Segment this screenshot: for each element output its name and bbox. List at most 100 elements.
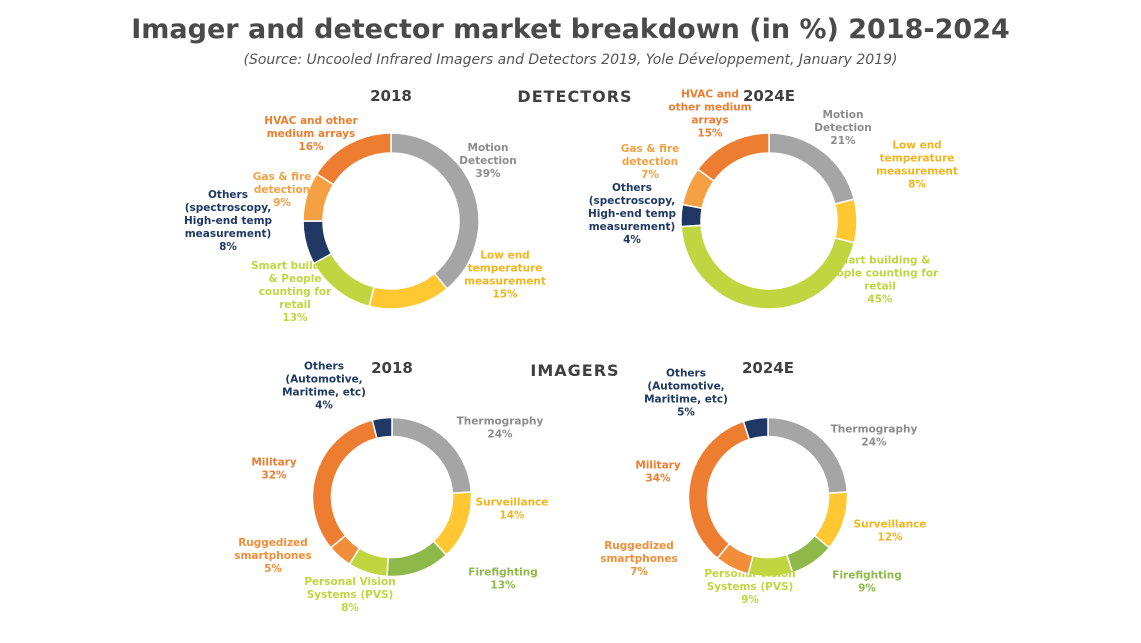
slice-label: Personal Vision Systems (PVS) 9%: [704, 568, 795, 606]
slice-label-line: High-end temp: [184, 215, 273, 227]
slice-label-line: Military: [635, 460, 681, 472]
slice-value: 8%: [908, 179, 926, 191]
donut-chart-detectors-2018: 2018 Motion Detection 39% Low end temperature…: [184, 87, 546, 324]
slice-label-line: counting for: [259, 286, 332, 298]
donut-slice: [696, 132, 770, 183]
slice-label-line: retail: [279, 299, 311, 311]
slice-label: Thermography 24%: [457, 416, 544, 441]
slice-value: 9%: [741, 594, 759, 606]
slice-label-line: measurement): [185, 228, 272, 240]
slice-label: HVAC and other medium arrays 15%: [668, 89, 751, 140]
slice-label: Motion Detection 21%: [814, 109, 872, 147]
donut-slice: [432, 491, 473, 557]
donut-slice: [742, 416, 769, 441]
donut-slice: [833, 198, 858, 244]
slice-value: 8%: [341, 602, 359, 614]
slice-label-line: (spectroscopy,: [185, 202, 272, 214]
slice-value: 13%: [490, 580, 516, 592]
slice-label: Ruggedized smartphones 5%: [234, 537, 312, 575]
slice-label-line: Thermography: [831, 424, 918, 436]
slice-label: Firefighting 13%: [468, 567, 537, 592]
slice-label: Low end temperature measurement 8%: [876, 140, 958, 191]
slice-label: Others (spectroscopy, High-end temp measure…: [184, 189, 273, 253]
slice-value: 14%: [499, 510, 525, 522]
slice-value: 12%: [877, 532, 903, 544]
slice-label-line: Detection: [814, 122, 872, 134]
slice-label: Military 32%: [251, 457, 297, 482]
donut-slice: [391, 416, 473, 494]
slice-label-line: Firefighting: [468, 567, 537, 579]
slice-label: Thermography 24%: [831, 424, 918, 449]
slice-value: 7%: [630, 566, 648, 578]
slice-label-line: High-end temp: [588, 208, 677, 220]
slice-label-line: HVAC and other: [264, 115, 358, 127]
slice-label-line: detection: [254, 184, 310, 196]
slice-label: Surveillance 14%: [476, 497, 549, 522]
slice-label-line: Gas & fire: [621, 143, 680, 155]
slice-label: Ruggedized smartphones 7%: [600, 540, 678, 578]
slice-label-line: temperature: [468, 263, 543, 275]
slice-label-line: Others: [666, 368, 706, 380]
slice-label: Military 34%: [635, 460, 681, 485]
slice-label-line: HVAC and: [681, 89, 739, 101]
chart-title: Imager and detector market breakdown (in…: [131, 14, 1010, 45]
slice-label: Firefighting 9%: [832, 570, 901, 595]
donut-slice: [311, 419, 378, 549]
slice-value: 24%: [487, 429, 513, 441]
slice-label-line: detection: [622, 156, 678, 168]
slice-label-line: medium arrays: [267, 128, 356, 140]
donut-slice: [386, 540, 448, 578]
slice-value: 5%: [264, 563, 282, 575]
slice-label-line: Ruggedized: [604, 540, 674, 552]
slice-value: 8%: [219, 241, 237, 253]
slice-label: Gas & fire detection 7%: [621, 143, 680, 181]
slice-value: 21%: [830, 135, 856, 147]
slice-label-line: other medium: [668, 102, 751, 114]
slice-label-line: Ruggedized: [238, 537, 308, 549]
section-header-imagers: IMAGERS: [530, 361, 619, 380]
slice-label: Others (Automotive, Maritime, etc) 5%: [644, 368, 728, 419]
slice-value: 4%: [315, 400, 333, 412]
slice-label-line: smartphones: [600, 553, 678, 565]
slice-label-line: measurement): [589, 221, 676, 233]
chart-year-label: 2018: [371, 359, 413, 377]
slice-label-line: People counting for: [822, 268, 939, 280]
donut-slice: [315, 132, 392, 186]
slice-value: 7%: [641, 169, 659, 181]
slice-label-line: Gas & fire: [253, 171, 312, 183]
slice-label: Smart building & People counting for retail…: [251, 260, 339, 324]
slice-value: 34%: [645, 473, 671, 485]
donut-slice: [687, 420, 751, 560]
slice-label-line: Thermography: [457, 416, 544, 428]
donut-chart-imagers-2018: 2018 Thermography 24% Surveillance 14% Firefi…: [234, 359, 548, 614]
slice-label-line: Personal Vision: [704, 568, 795, 580]
slice-label: Personal Vision Systems (PVS) 8%: [304, 576, 395, 614]
slice-label-line: Low end: [480, 250, 529, 262]
slice-label: Smart building & People counting for retai…: [822, 255, 939, 306]
slice-label-line: Surveillance: [476, 497, 549, 509]
slice-label-line: Systems (PVS): [307, 589, 394, 601]
slice-label-line: Motion: [823, 109, 864, 121]
slice-label-line: Detection: [459, 155, 517, 167]
slice-label-line: Smart building: [251, 260, 339, 272]
slice-label-line: measurement: [464, 276, 546, 288]
slice-label-line: Motion: [468, 142, 509, 154]
slice-label-line: Low end: [892, 140, 941, 152]
chart-subtitle: (Source: Uncooled Infrared Imagers and D…: [243, 52, 898, 68]
slice-label-line: Maritime, etc): [644, 394, 728, 406]
slice-label-line: Systems (PVS): [707, 581, 794, 593]
slice-label: Gas & fire detection 9%: [253, 171, 312, 209]
slice-label-line: Maritime, etc): [282, 387, 366, 399]
slice-value: 24%: [861, 437, 887, 449]
slice-label: Others (Automotive, Maritime, etc) 4%: [282, 361, 366, 412]
chart-year-label: 2018: [370, 87, 412, 105]
slice-label-line: retail: [864, 281, 896, 293]
slice-label-line: Smart building &: [830, 255, 931, 267]
slice-label-line: Others: [304, 361, 344, 373]
donut-slice: [371, 416, 393, 440]
slice-label-line: Surveillance: [854, 519, 927, 531]
slice-value: 32%: [261, 470, 287, 482]
slice-label: HVAC and other medium arrays 16%: [264, 115, 358, 153]
slice-value: 15%: [492, 289, 518, 301]
